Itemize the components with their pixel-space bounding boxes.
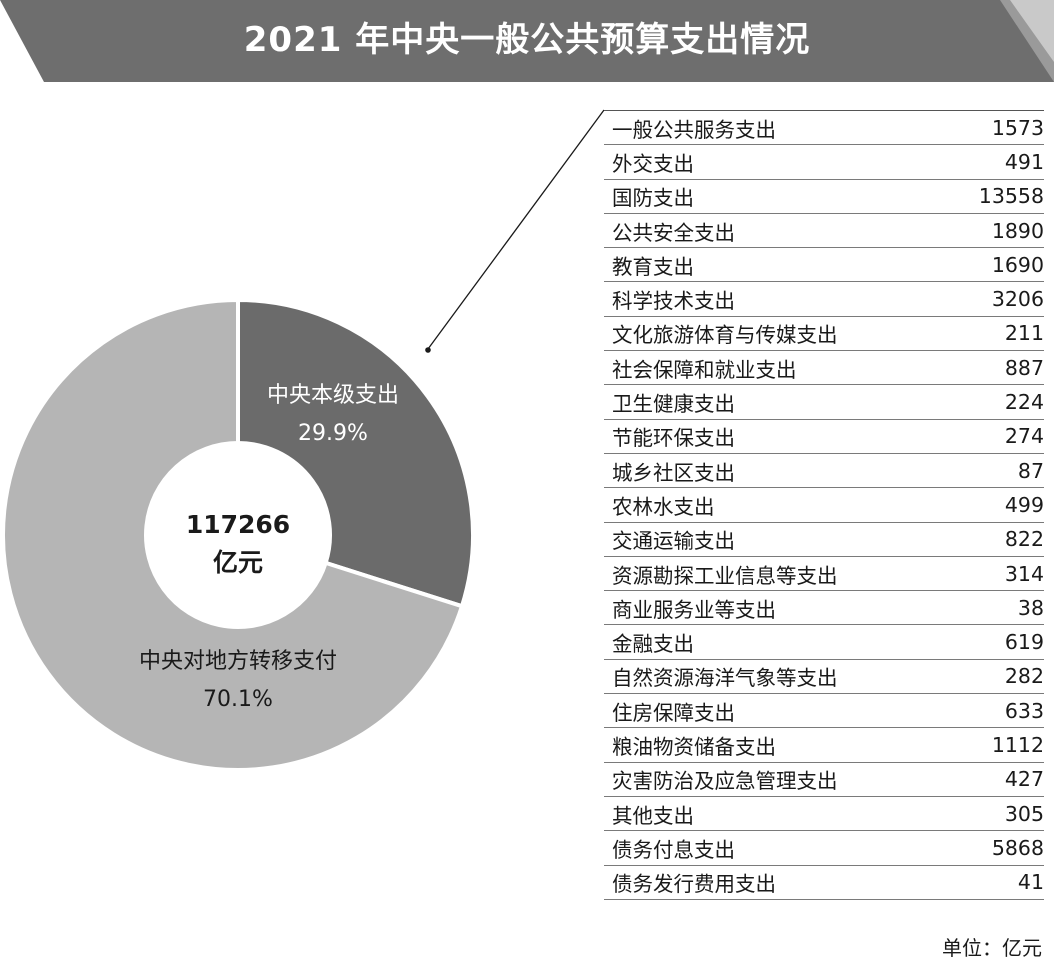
banner-corner-highlight <box>1010 0 1054 62</box>
table-row: 文化旅游体育与传媒支出 211 <box>604 317 1044 352</box>
table-row: 公共安全支出 1890 <box>604 214 1044 249</box>
row-label: 外交支出 <box>612 151 694 176</box>
unit-label: 单位：亿元 <box>942 936 1042 960</box>
table-row: 社会保障和就业支出 887 <box>604 351 1044 386</box>
row-label: 其他支出 <box>612 803 694 828</box>
table-row: 其他支出 305 <box>604 797 1044 832</box>
row-value: 305 <box>1004 801 1044 826</box>
donut-slice <box>236 297 475 609</box>
table-row: 资源勘探工业信息等支出 314 <box>604 557 1044 592</box>
row-value: 1112 <box>991 732 1044 757</box>
row-label: 债务发行费用支出 <box>612 872 776 897</box>
row-label: 金融支出 <box>612 632 694 657</box>
row-value: 274 <box>1004 424 1044 449</box>
table-row: 灾害防治及应急管理支出 427 <box>604 763 1044 797</box>
donut-slice <box>1 297 465 770</box>
row-label: 债务付息支出 <box>612 837 735 862</box>
table-row: 交通运输支出 822 <box>604 523 1044 557</box>
row-value: 499 <box>1004 492 1044 517</box>
slice-label: 中央对地方转移支付 <box>139 649 337 674</box>
row-label: 农林水支出 <box>612 494 715 519</box>
row-value: 224 <box>1004 390 1044 415</box>
table-row: 一般公共服务支出 1573 <box>604 111 1044 146</box>
row-label: 国防支出 <box>612 186 694 211</box>
row-value: 41 <box>1017 870 1044 895</box>
row-value: 427 <box>1004 767 1044 792</box>
row-label: 社会保障和就业支出 <box>612 357 797 382</box>
row-label: 教育支出 <box>612 254 694 279</box>
table-row: 债务发行费用支出 41 <box>604 866 1044 900</box>
row-label: 公共安全支出 <box>612 220 735 245</box>
row-value: 633 <box>1004 698 1044 723</box>
row-value: 211 <box>1004 321 1044 346</box>
row-value: 87 <box>1017 458 1044 483</box>
row-value: 282 <box>1004 664 1044 689</box>
row-value: 619 <box>1004 630 1044 655</box>
row-value: 1890 <box>991 218 1044 243</box>
row-label: 卫生健康支出 <box>612 392 735 417</box>
expenditure-table: 一般公共服务支出 1573 外交支出 491 国防支出 13558 公共安全支出 1890 教育… <box>604 110 1044 900</box>
table-row: 粮油物资储备支出 1112 <box>604 728 1044 763</box>
row-value: 38 <box>1017 595 1044 620</box>
row-value: 491 <box>1004 149 1044 174</box>
row-value: 1690 <box>991 252 1044 277</box>
row-value: 13558 <box>978 184 1044 209</box>
slice-label: 中央本级支出 <box>267 383 399 408</box>
center-total-value: 117266 <box>186 510 290 539</box>
row-value: 3206 <box>991 287 1044 312</box>
table-row: 债务付息支出 5868 <box>604 831 1044 866</box>
row-value: 314 <box>1004 561 1044 586</box>
row-label: 粮油物资储备支出 <box>612 734 776 759</box>
donut-chart: 中央本级支出 29.9% 中央对地方转移支付 70.1% 117266 亿元 <box>1 297 475 770</box>
table-row: 商业服务业等支出 38 <box>604 591 1044 626</box>
row-value: 5868 <box>991 835 1044 860</box>
slice-percent: 29.9% <box>298 421 368 446</box>
table-row: 金融支出 619 <box>604 625 1044 660</box>
row-label: 交通运输支出 <box>612 529 735 554</box>
row-label: 一般公共服务支出 <box>612 117 776 142</box>
row-label: 文化旅游体育与传媒支出 <box>612 323 838 348</box>
table-row: 城乡社区支出 87 <box>604 454 1044 489</box>
center-total-unit: 亿元 <box>213 548 263 577</box>
row-value: 887 <box>1004 355 1044 380</box>
row-label: 住房保障支出 <box>612 700 735 725</box>
table-row: 科学技术支出 3206 <box>604 282 1044 317</box>
page-title: 2021 年中央一般公共预算支出情况 <box>243 20 811 60</box>
row-label: 灾害防治及应急管理支出 <box>612 769 838 794</box>
slice-percent: 70.1% <box>203 687 273 712</box>
table-row: 住房保障支出 633 <box>604 694 1044 729</box>
title-banner <box>0 0 1054 82</box>
table-row: 自然资源海洋气象等支出 282 <box>604 660 1044 695</box>
table-row: 节能环保支出 274 <box>604 420 1044 454</box>
row-value: 1573 <box>991 115 1044 140</box>
row-label: 科学技术支出 <box>612 289 735 314</box>
table-row: 卫生健康支出 224 <box>604 385 1044 420</box>
row-label: 节能环保支出 <box>612 426 735 451</box>
table-row: 外交支出 491 <box>604 145 1044 180</box>
row-label: 商业服务业等支出 <box>612 597 776 622</box>
row-value: 822 <box>1004 527 1044 552</box>
row-label: 自然资源海洋气象等支出 <box>612 666 838 691</box>
table-row: 教育支出 1690 <box>604 248 1044 283</box>
table-row: 农林水支出 499 <box>604 488 1044 523</box>
row-label: 资源勘探工业信息等支出 <box>612 563 838 588</box>
table-row: 国防支出 13558 <box>604 180 1044 214</box>
row-label: 城乡社区支出 <box>612 460 735 485</box>
